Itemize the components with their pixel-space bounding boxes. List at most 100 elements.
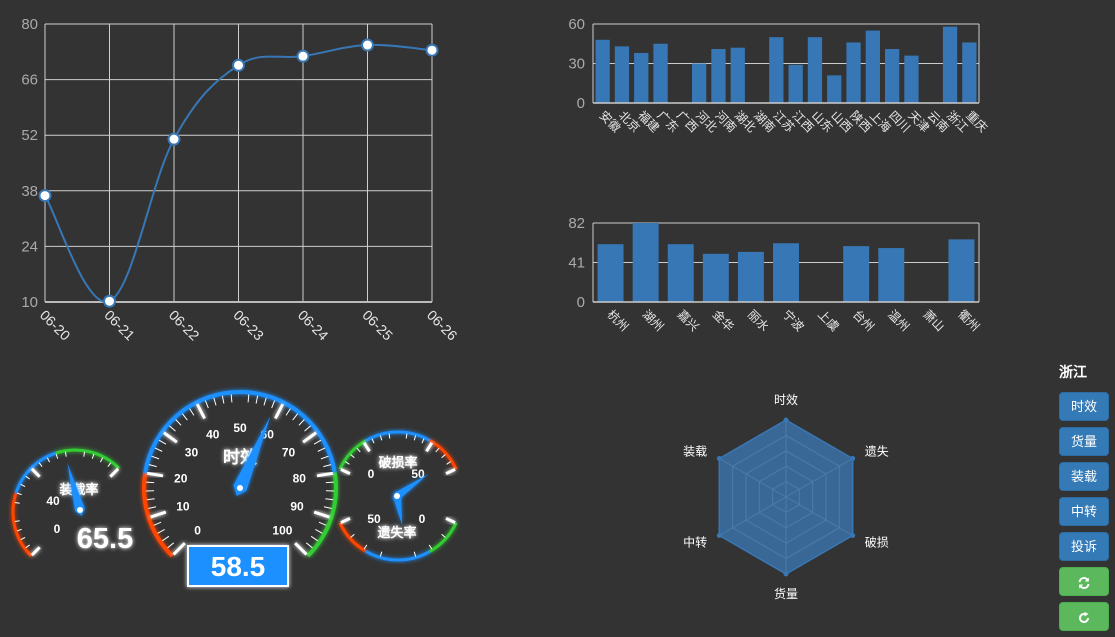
x-tick-label: 丽水 (745, 307, 772, 334)
bar (692, 64, 706, 104)
city-bar-chart: 04182杭州湖州嘉兴金华丽水宁波上虞台州温州萧山衢州 (568, 215, 982, 334)
radar-point (717, 533, 722, 538)
minor-tick (380, 552, 381, 557)
timeliness-button[interactable]: 时效 (1059, 392, 1109, 421)
x-tick-label: 宁波 (780, 307, 808, 335)
data-point (169, 134, 180, 145)
minor-tick (447, 462, 451, 465)
needle-pivot (394, 493, 400, 499)
gauge-value: 58.5 (211, 551, 266, 582)
minor-tick (222, 396, 223, 404)
x-tick-label: 金华 (710, 307, 738, 335)
refresh-button[interactable] (1059, 567, 1109, 596)
minor-tick (326, 482, 334, 483)
major-tick (275, 404, 282, 418)
minor-tick (152, 456, 160, 459)
gauge-tick-label: 0 (194, 523, 201, 537)
major-tick (341, 518, 350, 522)
major-tick (303, 433, 316, 442)
minor-tick (146, 482, 154, 483)
minor-tick (17, 529, 22, 531)
radar-indicator-label: 装载 (683, 445, 707, 459)
minor-tick (158, 529, 165, 533)
minor-tick (406, 434, 407, 439)
bar (866, 31, 880, 103)
y-tick-label: 0 (577, 95, 585, 112)
gauge-tick-label: 40 (206, 428, 220, 442)
needle-pivot (77, 507, 83, 513)
minor-tick (154, 522, 161, 525)
minor-tick (205, 401, 208, 408)
bar (846, 42, 860, 103)
minor-tick (318, 448, 325, 451)
gauge-tick-label: 20 (174, 472, 188, 486)
bar (773, 243, 799, 302)
minor-tick (248, 394, 249, 402)
minor-tick (147, 499, 155, 500)
minor-tick (372, 439, 374, 444)
minor-tick (15, 502, 20, 503)
minor-tick (442, 454, 446, 457)
volume-button[interactable]: 货量 (1059, 427, 1109, 456)
minor-tick (321, 456, 329, 459)
radar-point (717, 456, 722, 461)
minor-tick (214, 398, 216, 406)
minor-tick (315, 529, 322, 533)
x-tick-label: 06-24 (295, 307, 332, 344)
data-point (40, 190, 51, 201)
bar (711, 49, 725, 103)
bar (738, 252, 764, 302)
minor-tick (299, 419, 304, 425)
needle-pivot (237, 485, 243, 491)
minor-tick (65, 452, 66, 457)
minor-tick (39, 463, 42, 467)
y-tick-label: 38 (21, 183, 38, 200)
bar (668, 244, 694, 302)
x-tick-label: 06-22 (166, 307, 203, 344)
minor-tick (92, 454, 94, 459)
major-tick (164, 433, 177, 442)
minor-tick (100, 458, 102, 462)
minor-tick (311, 536, 318, 540)
gauge-tick-label: 100 (272, 523, 292, 537)
radar-indicator-label: 时效 (774, 392, 798, 407)
data-point (298, 51, 309, 62)
radar-indicator-label: 破损 (865, 535, 889, 550)
y-tick-label: 10 (21, 294, 38, 311)
minor-tick (84, 452, 85, 457)
minor-tick (15, 521, 20, 522)
sidebar-title: 浙江 (1059, 362, 1109, 382)
bar (731, 48, 745, 103)
gauge-tick-label: 50 (233, 421, 247, 435)
minor-tick (176, 419, 181, 425)
data-point (233, 60, 244, 71)
gauge-tick-label: 90 (290, 500, 304, 514)
minor-tick (47, 458, 49, 462)
minor-tick (442, 534, 446, 537)
gauge-arc (340, 441, 366, 469)
minor-tick (272, 401, 275, 408)
data-point (104, 296, 115, 307)
loading-button[interactable]: 装载 (1059, 462, 1109, 491)
y-tick-label: 30 (568, 56, 585, 73)
transfer-button[interactable]: 中转 (1059, 497, 1109, 526)
minor-tick (231, 394, 232, 402)
x-tick-label: 06-20 (37, 307, 74, 344)
minor-tick (159, 440, 166, 444)
x-tick-label: 06-26 (424, 307, 461, 344)
complaint-button[interactable]: 投诉 (1059, 532, 1109, 561)
x-tick-label: 衢州 (955, 307, 982, 334)
reload-button[interactable] (1059, 602, 1109, 631)
gauge-arc (430, 523, 456, 551)
radar-point (784, 418, 789, 423)
minor-tick (306, 543, 312, 548)
bar (633, 223, 659, 302)
minor-tick (17, 493, 22, 495)
gauge-title: 遗失率 (376, 525, 416, 540)
gauge-arc (340, 523, 366, 551)
minor-tick (21, 537, 25, 539)
minor-tick (380, 436, 381, 441)
bar (878, 248, 904, 302)
bar (948, 239, 974, 302)
minor-tick (364, 545, 367, 549)
